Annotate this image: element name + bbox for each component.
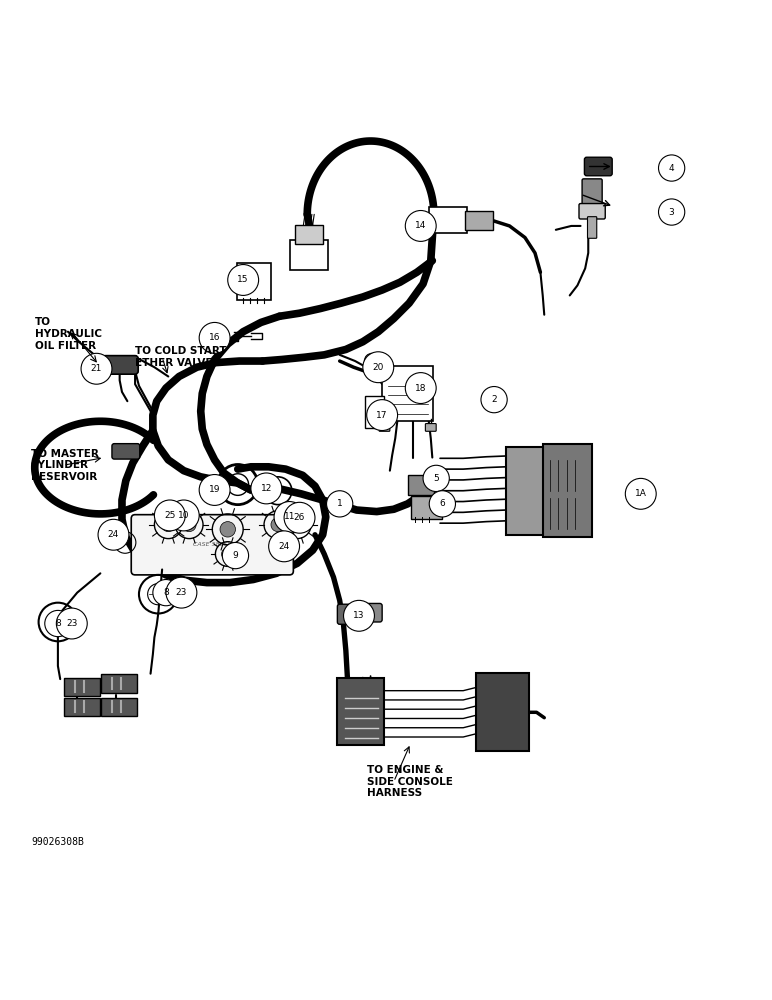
Text: 18: 18	[415, 384, 426, 393]
FancyBboxPatch shape	[582, 179, 602, 207]
FancyBboxPatch shape	[64, 698, 100, 716]
Text: 4: 4	[669, 164, 675, 173]
FancyBboxPatch shape	[361, 603, 382, 622]
Circle shape	[625, 478, 656, 509]
Circle shape	[168, 500, 199, 531]
Text: 24: 24	[108, 530, 119, 539]
FancyBboxPatch shape	[337, 678, 384, 745]
Circle shape	[274, 502, 305, 532]
FancyBboxPatch shape	[543, 444, 592, 537]
Text: 3: 3	[669, 208, 675, 217]
Circle shape	[344, 600, 374, 631]
Text: 1: 1	[337, 499, 343, 508]
FancyBboxPatch shape	[382, 366, 433, 421]
Circle shape	[98, 519, 129, 550]
Text: 26: 26	[294, 513, 305, 522]
FancyBboxPatch shape	[408, 475, 434, 495]
Text: 5: 5	[433, 474, 439, 483]
Circle shape	[251, 473, 282, 504]
FancyBboxPatch shape	[131, 515, 293, 575]
Text: 13: 13	[354, 611, 364, 620]
FancyBboxPatch shape	[411, 496, 442, 519]
Circle shape	[405, 373, 436, 403]
Text: 11: 11	[284, 512, 295, 521]
Circle shape	[166, 577, 197, 608]
Circle shape	[161, 518, 175, 532]
Circle shape	[182, 518, 196, 532]
Text: 24: 24	[279, 542, 290, 551]
FancyBboxPatch shape	[101, 674, 137, 693]
Circle shape	[269, 531, 300, 562]
Circle shape	[364, 353, 380, 369]
Circle shape	[367, 400, 398, 431]
Circle shape	[284, 502, 315, 533]
Text: 25: 25	[164, 511, 175, 520]
FancyBboxPatch shape	[476, 673, 529, 751]
Circle shape	[271, 518, 285, 532]
Circle shape	[153, 580, 179, 606]
Text: 21: 21	[91, 364, 102, 373]
Circle shape	[363, 352, 394, 383]
FancyBboxPatch shape	[365, 396, 384, 428]
Circle shape	[481, 387, 507, 413]
Circle shape	[327, 491, 353, 517]
Text: CASE 580SK: CASE 580SK	[193, 542, 232, 547]
Text: 12: 12	[261, 484, 272, 493]
Circle shape	[423, 465, 449, 492]
Circle shape	[45, 610, 71, 637]
FancyBboxPatch shape	[237, 263, 271, 300]
Circle shape	[199, 475, 230, 505]
Circle shape	[659, 155, 685, 181]
Text: 2: 2	[491, 395, 497, 404]
FancyBboxPatch shape	[587, 217, 597, 238]
Text: 8: 8	[55, 619, 61, 628]
Text: 10: 10	[178, 511, 189, 520]
Text: TO COLD START
ETHER VALVE: TO COLD START ETHER VALVE	[135, 346, 227, 368]
Circle shape	[405, 211, 436, 241]
FancyBboxPatch shape	[64, 678, 100, 696]
Text: 99026308B: 99026308B	[31, 837, 83, 847]
Text: 19: 19	[209, 485, 220, 494]
FancyBboxPatch shape	[112, 444, 140, 459]
Circle shape	[429, 491, 455, 517]
FancyBboxPatch shape	[579, 204, 605, 219]
FancyBboxPatch shape	[103, 356, 138, 374]
Text: 6: 6	[439, 499, 445, 508]
Circle shape	[199, 322, 230, 353]
Text: 23: 23	[66, 619, 77, 628]
Text: 8: 8	[163, 588, 169, 597]
FancyBboxPatch shape	[465, 211, 493, 230]
Text: 23: 23	[176, 588, 187, 597]
Circle shape	[368, 357, 376, 365]
Circle shape	[56, 608, 87, 639]
FancyBboxPatch shape	[506, 447, 547, 535]
FancyBboxPatch shape	[295, 225, 323, 244]
Circle shape	[222, 542, 249, 569]
Circle shape	[81, 353, 112, 384]
Text: 15: 15	[238, 275, 249, 284]
Circle shape	[154, 500, 185, 531]
Circle shape	[228, 265, 259, 295]
FancyBboxPatch shape	[337, 604, 361, 624]
FancyBboxPatch shape	[584, 157, 612, 176]
Circle shape	[659, 199, 685, 225]
Circle shape	[220, 522, 235, 537]
Circle shape	[290, 518, 304, 532]
Text: 16: 16	[209, 333, 220, 342]
Text: TO MASTER
CYLINDER
RESERVOIR: TO MASTER CYLINDER RESERVOIR	[31, 449, 99, 482]
FancyBboxPatch shape	[101, 698, 137, 716]
FancyBboxPatch shape	[290, 240, 328, 270]
FancyBboxPatch shape	[429, 207, 467, 233]
Text: 14: 14	[415, 221, 426, 230]
FancyBboxPatch shape	[425, 424, 436, 431]
FancyBboxPatch shape	[379, 424, 390, 431]
Text: 20: 20	[373, 363, 384, 372]
Text: 9: 9	[232, 551, 239, 560]
Text: TO
HYDRAULIC
OIL FILTER: TO HYDRAULIC OIL FILTER	[35, 317, 102, 351]
Text: 1A: 1A	[635, 489, 647, 498]
Text: 17: 17	[377, 411, 388, 420]
Text: TO ENGINE &
SIDE CONSOLE
HARNESS: TO ENGINE & SIDE CONSOLE HARNESS	[367, 765, 452, 798]
Circle shape	[222, 548, 234, 560]
